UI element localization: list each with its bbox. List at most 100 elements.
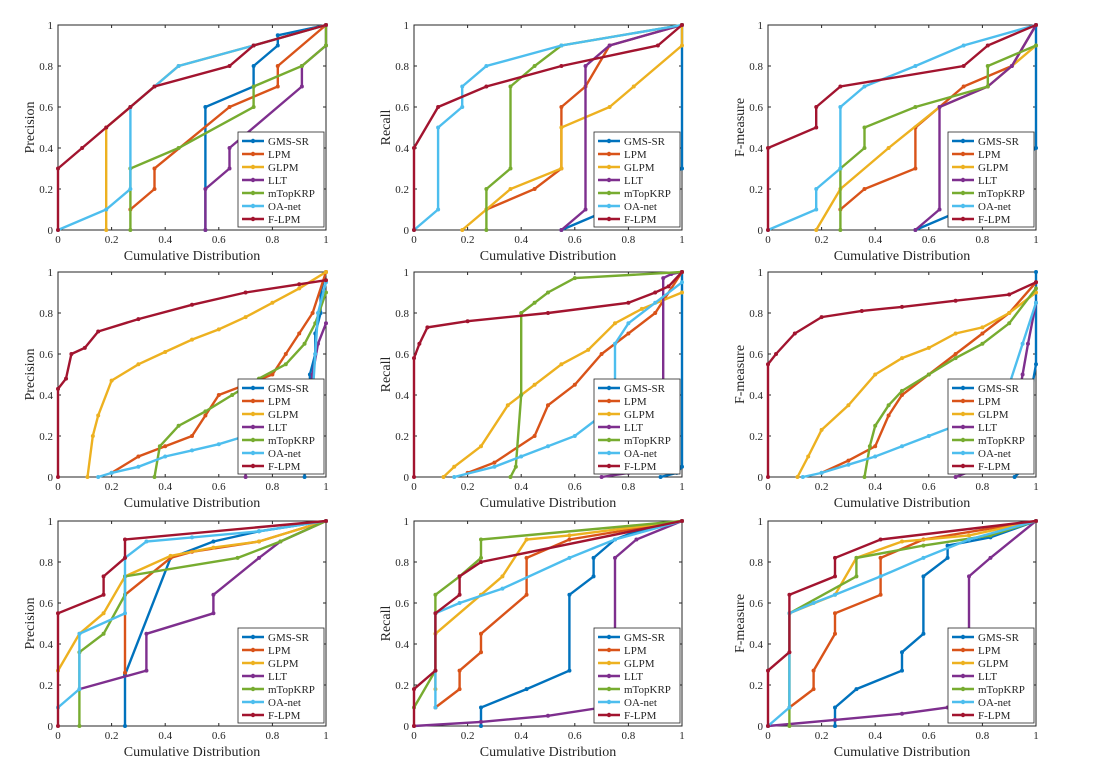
data-point-lpm [275, 64, 280, 68]
data-point-glpm [101, 611, 106, 616]
x-tick-label: 0.6 [568, 730, 582, 742]
legend-marker [960, 647, 966, 653]
legend-marker [250, 712, 256, 718]
data-point-f-lpm [56, 475, 60, 479]
data-point-gms-sr [479, 724, 483, 728]
data-point-llt [599, 475, 604, 479]
data-point-llt [583, 64, 588, 68]
data-point-lpm [457, 687, 462, 692]
data-point-f-lpm [123, 555, 127, 560]
data-point-f-lpm [56, 228, 60, 232]
y-tick-label: 0 [758, 225, 764, 237]
data-point-lpm [297, 331, 302, 336]
data-point-gms-sr [591, 574, 596, 579]
legend-label: F-LPM [624, 214, 657, 226]
legend-marker [960, 398, 966, 404]
data-point-oa-net [452, 475, 457, 479]
data-point-mtopkrp [479, 555, 483, 560]
data-point-glpm [559, 125, 564, 130]
x-tick-label: 0.8 [622, 481, 636, 493]
data-point-f-lpm [412, 146, 416, 150]
x-tick-label: 0 [55, 730, 61, 742]
data-point-f-lpm [82, 345, 87, 350]
legend-marker [606, 216, 612, 222]
x-tick-label: 0.6 [922, 481, 936, 493]
chart-panel-5: 0 0.2 0.4 0.6 0.8 1 0 0.2 0.4 0.6 0.8 1 Cumulative D… [379, 267, 685, 511]
legend-marker [250, 164, 256, 170]
data-point-f-lpm [792, 331, 797, 336]
data-point-mtopkrp [278, 539, 283, 544]
legend-label: mTopKRP [268, 188, 315, 200]
legend-label: F-LPM [624, 710, 657, 722]
data-point-glpm [297, 286, 302, 291]
legend-marker [960, 151, 966, 157]
data-point-oa-net [800, 475, 805, 479]
data-point-glpm [500, 574, 505, 579]
legend-marker [250, 699, 256, 705]
y-axis-label: F-measure [733, 345, 748, 404]
x-tick-label: 1 [1033, 481, 1039, 493]
legend-label: OA-net [268, 697, 301, 709]
legend-label: GMS-SR [624, 632, 666, 644]
legend-label: LPM [978, 149, 1001, 161]
data-point-f-lpm [80, 146, 85, 150]
data-point-lpm [913, 166, 918, 171]
data-point-mtopkrp [546, 290, 550, 295]
legend-marker [606, 411, 612, 417]
data-point-lpm [227, 105, 232, 109]
y-tick-label: 0 [404, 721, 410, 733]
legend-label: LPM [624, 396, 647, 408]
x-tick-label: 0 [411, 730, 417, 742]
data-point-f-lpm [626, 300, 631, 305]
data-point-oa-net [436, 125, 441, 130]
legend-marker [250, 437, 256, 443]
data-point-oa-net [900, 444, 904, 449]
data-point-lpm [546, 403, 550, 408]
data-point-glpm [814, 228, 819, 232]
data-point-gms-sr [921, 574, 926, 579]
data-point-glpm [1007, 311, 1012, 315]
data-point-f-lpm [653, 290, 658, 295]
legend-marker [960, 385, 966, 391]
data-point-oa-net [257, 529, 261, 534]
x-tick-label: 0.6 [212, 730, 226, 742]
data-point-f-lpm [833, 555, 837, 560]
legend-label: OA-net [268, 448, 301, 460]
data-point-mtopkrp [299, 64, 304, 68]
data-point-llt [203, 228, 208, 232]
data-point-mtopkrp [152, 475, 157, 479]
data-point-f-lpm [101, 592, 106, 597]
data-point-oa-net [819, 470, 824, 475]
data-point-glpm [505, 403, 510, 408]
data-point-lpm [457, 668, 462, 673]
data-point-gms-sr [123, 724, 127, 728]
data-point-f-lpm [425, 325, 430, 330]
data-point-llt [144, 668, 149, 673]
data-point-f-lpm [1034, 280, 1038, 285]
data-point-glpm [168, 553, 173, 558]
legend-marker [960, 712, 966, 718]
series-line-f-lpm [412, 519, 683, 726]
data-point-lpm [572, 382, 577, 387]
legend-marker [250, 686, 256, 692]
data-point-mtopkrp [913, 105, 918, 109]
legend-label: GLPM [624, 658, 655, 670]
x-tick-label: 0.6 [568, 234, 582, 246]
data-point-oa-net [500, 586, 505, 591]
x-tick-label: 0.8 [266, 234, 280, 246]
y-tick-label: 0.2 [749, 184, 763, 196]
data-point-f-lpm [766, 146, 770, 150]
data-point-oa-net [1034, 300, 1038, 305]
data-point-lpm [878, 592, 883, 597]
data-point-glpm [559, 362, 564, 367]
y-tick-label: 0.6 [39, 349, 53, 361]
data-point-gms-sr [275, 43, 280, 48]
legend-marker [960, 450, 966, 456]
data-point-llt [257, 555, 261, 560]
data-point-llt [324, 321, 328, 326]
x-tick-label: 0 [411, 234, 417, 246]
data-point-oa-net [109, 470, 114, 475]
data-point-f-lpm [766, 475, 770, 479]
